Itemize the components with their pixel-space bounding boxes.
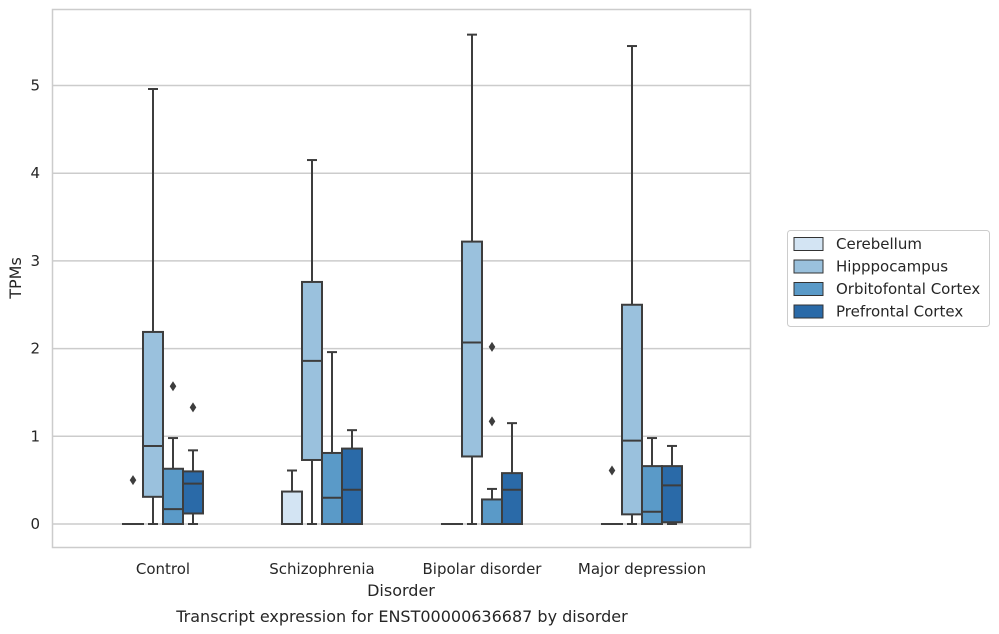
x-tick-label: Schizophrenia xyxy=(269,560,374,578)
x-tick-label: Control xyxy=(136,560,190,578)
box-group xyxy=(321,351,343,526)
outlier-point xyxy=(488,341,496,352)
box-group xyxy=(461,33,483,525)
legend-swatch xyxy=(793,304,824,319)
box-iqr xyxy=(621,303,643,516)
y-tick-label: 2 xyxy=(30,340,40,358)
legend-label: Prefrontal Cortex xyxy=(836,303,963,321)
plot-frame xyxy=(51,8,752,549)
box-group xyxy=(122,475,144,526)
box-group xyxy=(281,469,303,525)
legend-swatch xyxy=(793,259,824,274)
box-iqr xyxy=(162,467,184,525)
legend-swatch xyxy=(793,237,824,251)
box-iqr xyxy=(321,451,343,526)
box-group xyxy=(621,45,643,525)
outlier-point xyxy=(189,402,197,413)
legend-label: Hipppocampus xyxy=(836,258,948,276)
y-tick-label: 4 xyxy=(30,164,40,182)
axis-ticks: 0 1 2 3 4 5 Control Schizophrenia Bipolar disord… xyxy=(30,77,706,579)
legend-label: Orbitofontal Cortex xyxy=(836,280,980,298)
box-iqr xyxy=(481,498,503,525)
legend-swatch xyxy=(793,282,824,296)
legend: Cerebellum Hipppocampus Orbitofontal Corte… xyxy=(787,230,990,327)
box-iqr xyxy=(142,330,164,498)
box-iqr xyxy=(301,280,323,461)
y-axis-label: TPMs xyxy=(6,257,25,300)
box-group xyxy=(661,444,683,525)
box-group xyxy=(301,159,323,525)
box-group xyxy=(162,381,184,525)
box-group xyxy=(601,465,623,526)
y-tick-label: 0 xyxy=(30,515,40,533)
y-tick-label: 1 xyxy=(30,427,40,445)
box-iqr xyxy=(461,240,483,458)
x-axis-label: Disorder xyxy=(367,581,435,600)
x-tick-label: Bipolar disorder xyxy=(423,560,543,578)
box-group xyxy=(641,437,663,526)
legend-label: Cerebellum xyxy=(836,235,922,253)
box-group xyxy=(481,341,503,525)
y-tick-label: 5 xyxy=(30,77,40,95)
box-iqr xyxy=(341,447,363,525)
box-iqr xyxy=(281,490,303,525)
box-iqr xyxy=(182,470,204,515)
box-group xyxy=(142,88,164,525)
box-plot-marks xyxy=(122,33,683,526)
outlier-point xyxy=(608,465,616,476)
outlier-point xyxy=(169,381,177,392)
outlier-point xyxy=(488,416,496,427)
x-tick-label: Major depression xyxy=(578,560,706,578)
box-group xyxy=(341,429,363,525)
box-group xyxy=(501,422,523,526)
box-iqr xyxy=(501,472,523,526)
box-iqr xyxy=(661,465,683,524)
box-group xyxy=(182,402,204,525)
outlier-point xyxy=(129,475,137,486)
box-iqr xyxy=(641,465,663,526)
figure-caption: Transcript expression for ENST0000063668… xyxy=(175,607,628,626)
y-tick-label: 3 xyxy=(30,252,40,270)
legend-frame xyxy=(787,230,990,327)
